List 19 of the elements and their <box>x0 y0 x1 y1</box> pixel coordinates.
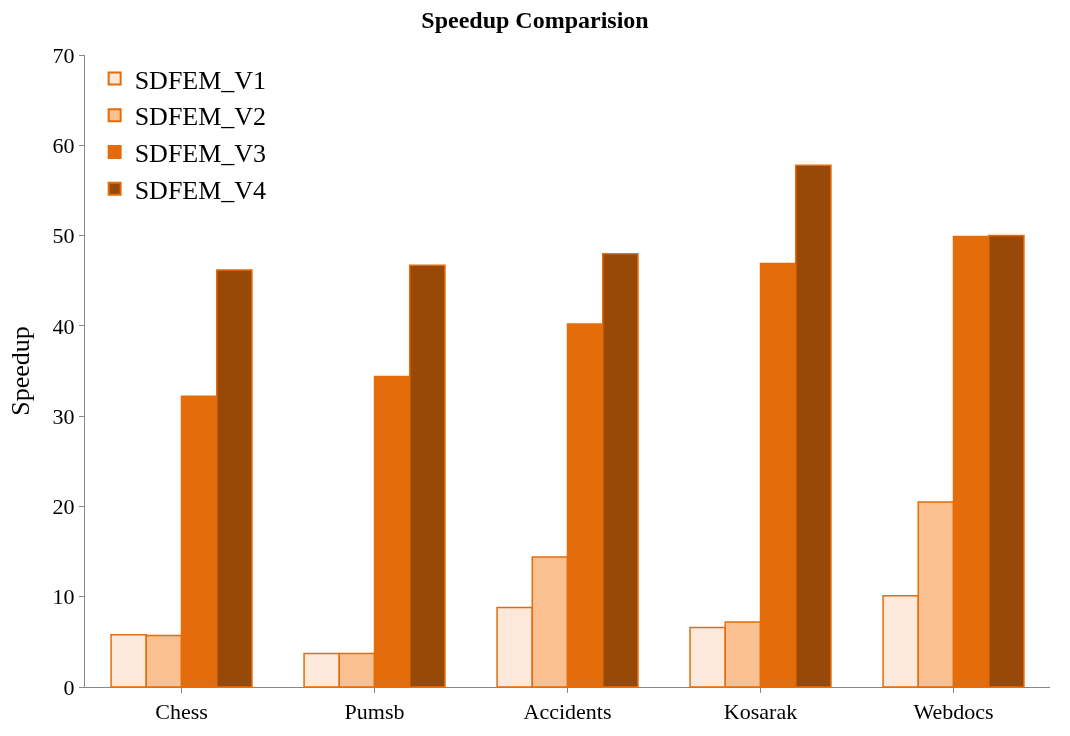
legend-label: SDFEM_V4 <box>134 175 267 205</box>
y-tick-label: 0 <box>63 674 75 700</box>
y-tick-label: 20 <box>52 494 75 520</box>
legend-label: SDFEM_V2 <box>134 102 267 132</box>
chart-title: Speedup Comparision <box>421 6 649 33</box>
y-axis-title: Speedup <box>6 326 35 416</box>
legend-label: SDFEM_V1 <box>134 65 267 95</box>
x-tick-label: Chess <box>155 699 208 725</box>
y-tick-label: 70 <box>52 42 75 68</box>
x-tick-label: Kosarak <box>723 699 798 725</box>
y-tick-label: 50 <box>52 223 75 249</box>
y-tick-label: 30 <box>52 403 75 429</box>
y-tick-label: 10 <box>52 584 75 610</box>
legend-label: SDFEM_V3 <box>134 139 267 169</box>
x-tick-label: Pumsb <box>344 699 405 725</box>
y-tick-label: 40 <box>52 313 75 339</box>
x-tick-label: Webdocs <box>913 699 994 725</box>
x-tick-label: Accidents <box>523 699 612 725</box>
y-tick-label: 60 <box>52 132 75 158</box>
